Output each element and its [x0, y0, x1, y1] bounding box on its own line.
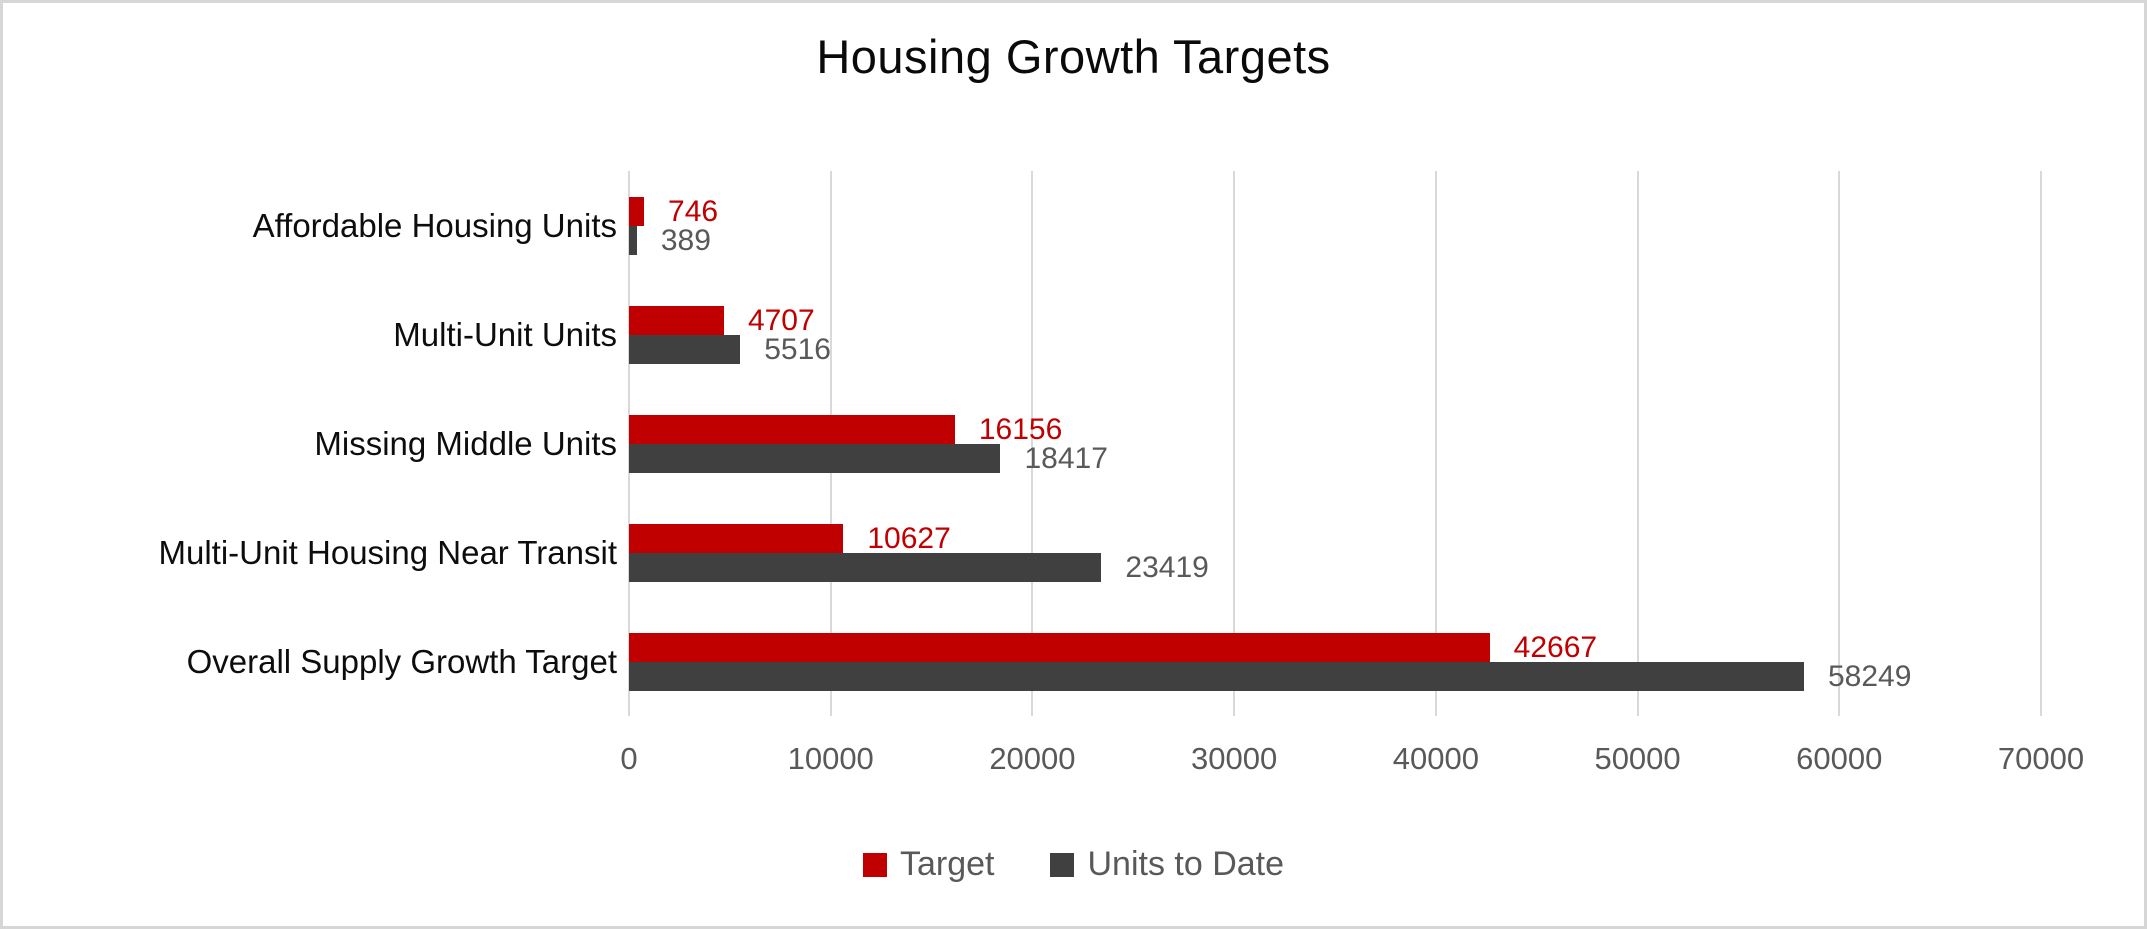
- x-tick-label: 30000: [1191, 741, 1278, 776]
- bar-target: [629, 196, 645, 226]
- data-label: 5516: [764, 332, 831, 366]
- category-label: Missing Middle Units: [314, 424, 617, 462]
- x-tick-label: 70000: [1997, 741, 2085, 776]
- bar-units-to-date: [629, 443, 1001, 473]
- legend-label: Target: [899, 845, 995, 883]
- bar-target: [629, 523, 844, 553]
- data-label: 746: [668, 194, 719, 228]
- bar-target: [629, 414, 955, 444]
- gridline: [1838, 171, 1841, 716]
- gridline: [2040, 171, 2042, 716]
- data-label: 16156: [978, 412, 1063, 446]
- bar-units-to-date: [629, 225, 637, 255]
- legend-swatch-icon: [862, 852, 887, 877]
- x-axis-tick-labels: 0 10000 20000 30000 40000 50000 60000 70000: [3, 741, 2144, 781]
- data-label: 58249: [1827, 659, 1912, 693]
- data-label: 18417: [1024, 441, 1108, 475]
- data-label: 4707: [747, 303, 815, 337]
- bar-units-to-date: [629, 661, 1804, 691]
- legend-item: Units to Date: [1050, 845, 1284, 884]
- bar-units-to-date: [629, 552, 1102, 582]
- category-label: Multi-Unit Units: [393, 315, 617, 353]
- x-tick-label: 40000: [1392, 741, 1479, 776]
- gridline: [1233, 171, 1236, 716]
- bar-target: [629, 305, 724, 335]
- gridline: [1031, 171, 1034, 716]
- bar-target: [629, 632, 1490, 662]
- x-tick-label: 0: [620, 741, 638, 776]
- legend-swatch-icon: [1050, 852, 1075, 877]
- x-tick-label: 50000: [1594, 741, 1681, 776]
- legend-label: Units to Date: [1087, 845, 1285, 883]
- legend-item: Target: [862, 845, 995, 884]
- category-label: Multi-Unit Housing Near Transit: [158, 533, 618, 571]
- plot-area: 746 389 4707 5516 16156 18417 10627 23419 42667 5…: [628, 171, 2042, 716]
- gridline: [1636, 171, 1639, 716]
- x-tick-label: 60000: [1796, 741, 1883, 776]
- data-label: 389: [660, 223, 711, 257]
- gridline: [1434, 171, 1437, 716]
- data-label: 23419: [1125, 550, 1209, 584]
- chart-title: Housing Growth Targets: [816, 30, 1331, 83]
- legend: Target Units to Date: [3, 845, 2144, 884]
- category-label: Overall Supply Growth Target: [186, 642, 617, 680]
- data-label: 10627: [867, 521, 951, 555]
- data-label: 42667: [1513, 630, 1598, 664]
- x-tick-label: 10000: [787, 741, 874, 776]
- bar-units-to-date: [629, 334, 741, 364]
- category-label: Affordable Housing Units: [252, 206, 617, 244]
- x-tick-label: 20000: [989, 741, 1076, 776]
